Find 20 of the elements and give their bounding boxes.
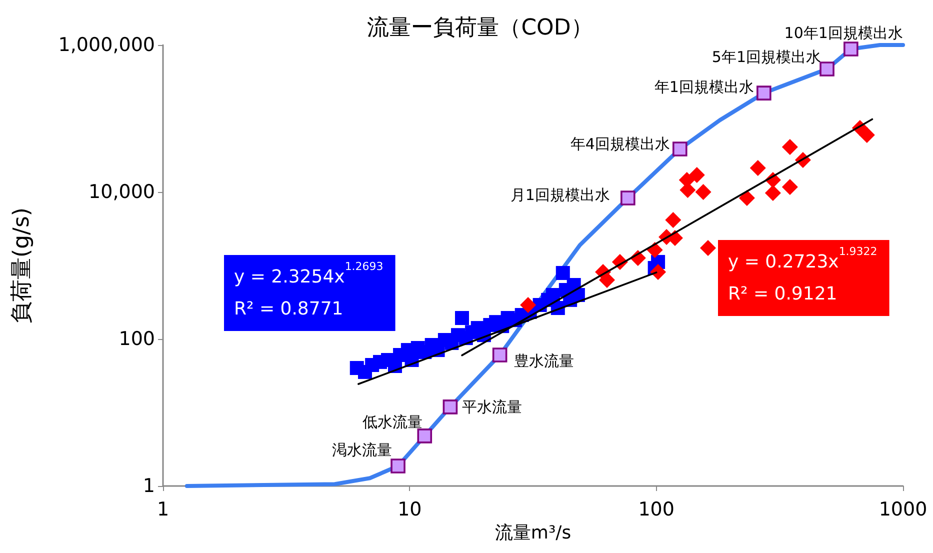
annotation: 低水流量 xyxy=(362,412,423,431)
annotation: 月1回規模出水 xyxy=(510,186,610,204)
y-axis-title: 負荷量(g/s) xyxy=(10,207,34,324)
y-tick-label: 1 xyxy=(142,475,155,497)
annotation: 10年1回規模出水 xyxy=(784,24,903,42)
annotation: 豊水流量 xyxy=(514,352,574,370)
y-tick-label: 10,000 xyxy=(88,181,155,203)
x-tick-label: 10 xyxy=(398,498,422,520)
annotation: 5年1回規模出水 xyxy=(712,48,822,66)
x-tick-label: 1000 xyxy=(878,498,928,520)
x-tick-label: 1 xyxy=(156,498,170,520)
x-tick-label: 100 xyxy=(638,498,674,520)
chart-title: 流量ー負荷量（COD） xyxy=(367,16,593,40)
annotation: 年1回規模出水 xyxy=(654,78,754,96)
annotation: 渇水流量 xyxy=(332,441,392,460)
annotation: 平水流量 xyxy=(462,398,522,416)
x-axis-title: 流量m³/s xyxy=(494,522,572,544)
annotation: 年4回規模出水 xyxy=(570,134,670,153)
y-tick-label: 100 xyxy=(118,328,155,350)
y-tick-label: 1,000,000 xyxy=(58,34,155,56)
